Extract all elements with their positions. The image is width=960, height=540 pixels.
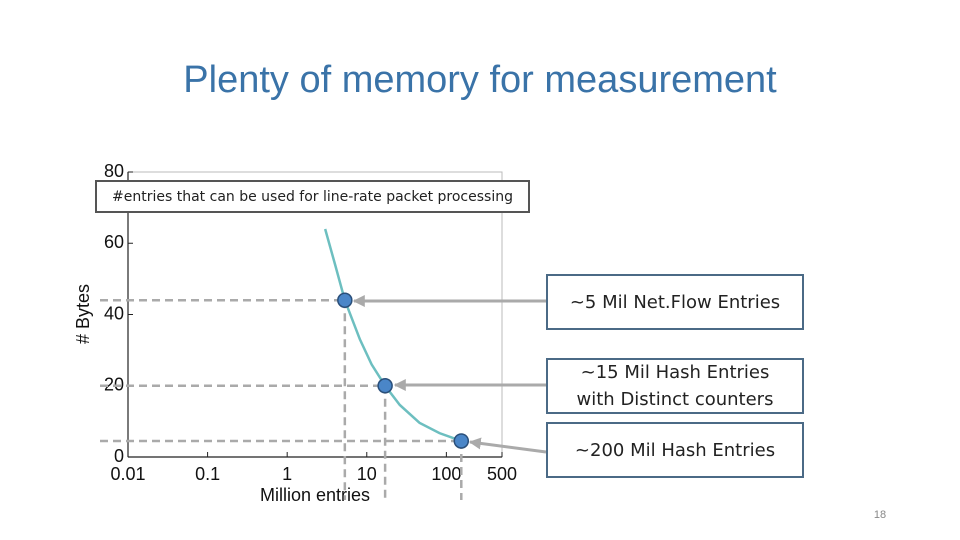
x-tick-label: 100	[431, 464, 461, 484]
arrow	[468, 437, 547, 454]
y-tick-label: 40	[104, 303, 124, 323]
x-tick-label: 1	[282, 464, 292, 484]
x-tick-label: 0.1	[195, 464, 220, 484]
annotation-box: #entries that can be used for line-rate …	[95, 180, 530, 213]
x-tick-label: 0.01	[110, 464, 145, 484]
annotation-box: ~5 Mil Net.Flow Entries	[546, 274, 804, 330]
y-tick-label: 80	[104, 161, 124, 181]
data-point	[377, 378, 393, 394]
y-tick-label: 0	[114, 446, 124, 466]
x-tick-label: 10	[357, 464, 377, 484]
x-tick-label: 500	[487, 464, 517, 484]
x-axis-label: Million entries	[260, 485, 370, 505]
data-point	[337, 292, 353, 308]
annotation-box: ~15 Mil Hash Entries with Distinct count…	[546, 358, 804, 414]
plot-frame	[127, 171, 503, 458]
line-series	[323, 228, 462, 443]
data-point	[453, 433, 470, 449]
page-number: 18	[874, 509, 886, 521]
y-axis-label: # Bytes	[73, 284, 93, 344]
y-tick-label: 60	[104, 232, 124, 252]
annotation-box: ~200 Mil Hash Entries	[546, 422, 804, 478]
slide-title: Plenty of memory for measurement	[183, 59, 777, 101]
